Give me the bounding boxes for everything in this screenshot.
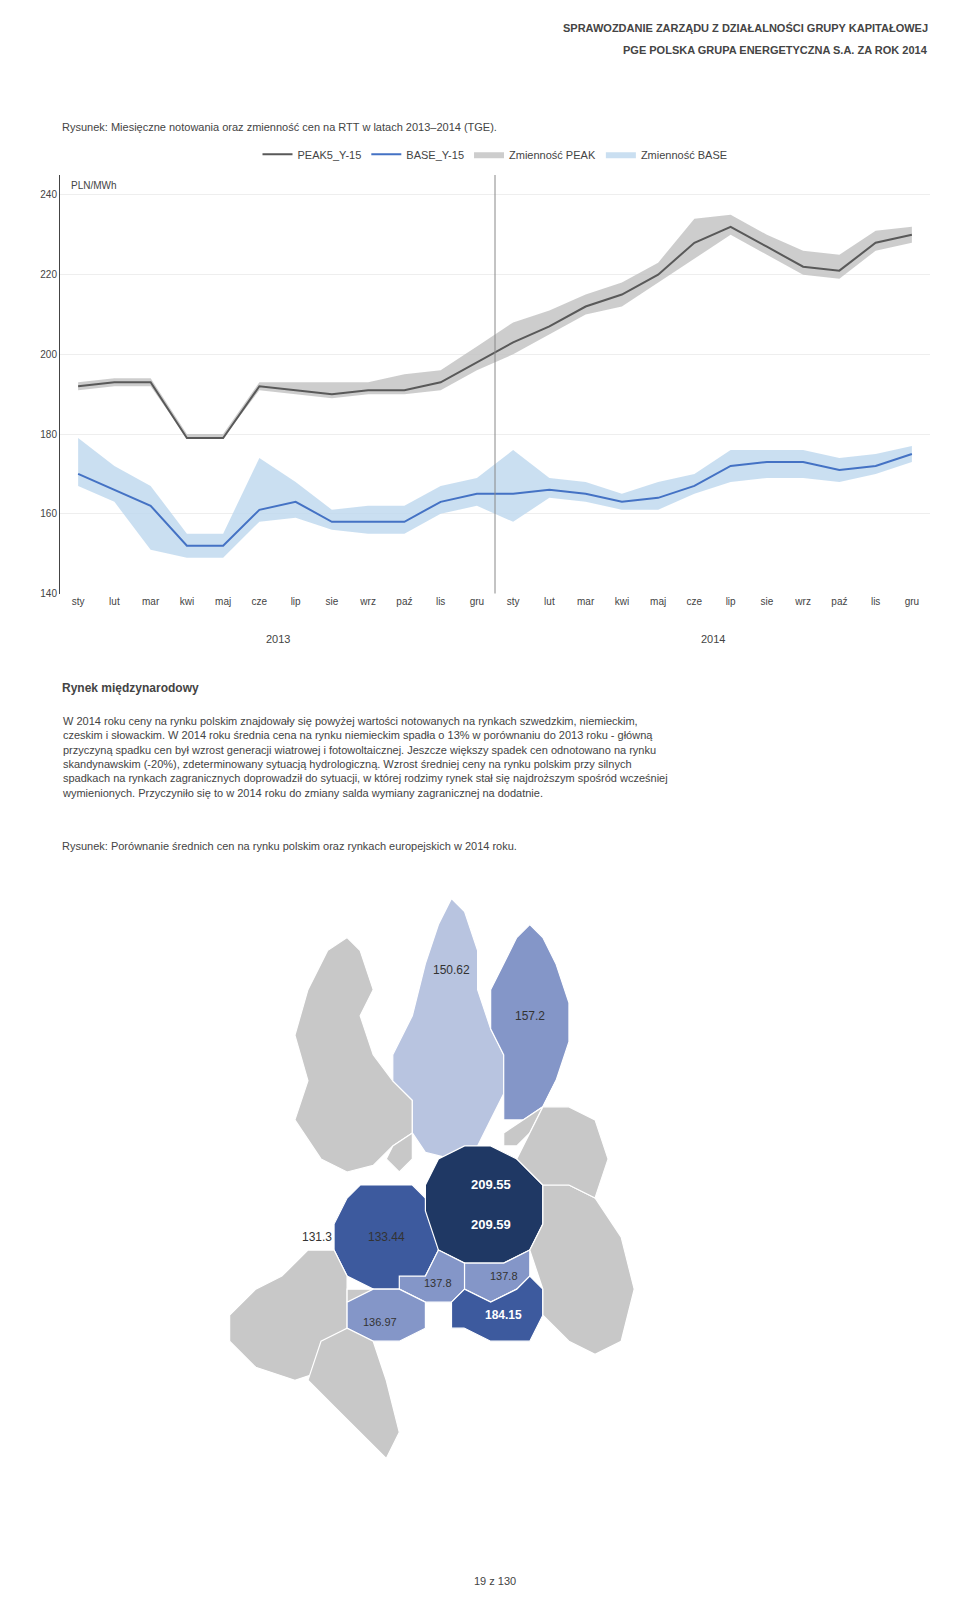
svg-text:lip: lip [291,596,301,607]
svg-text:BASE_Y-15: BASE_Y-15 [406,149,464,161]
svg-text:209.55: 209.55 [471,1177,511,1192]
svg-text:paź: paź [396,596,412,607]
svg-text:160: 160 [40,508,57,519]
svg-text:lip: lip [726,596,736,607]
svg-text:maj: maj [650,596,666,607]
svg-text:157.2: 157.2 [515,1009,545,1023]
svg-text:cze: cze [687,596,703,607]
svg-text:PEAK5_Y-15: PEAK5_Y-15 [298,149,362,161]
svg-text:200: 200 [40,349,57,360]
svg-text:sty: sty [72,596,85,607]
svg-text:lis: lis [871,596,880,607]
svg-text:150.62: 150.62 [433,963,470,977]
svg-text:gru: gru [905,596,919,607]
svg-text:sie: sie [325,596,338,607]
svg-text:Rynek międzynarodowy: Rynek międzynarodowy [62,681,199,695]
svg-text:lut: lut [544,596,555,607]
svg-text:cze: cze [252,596,268,607]
svg-text:133.44: 133.44 [368,1230,405,1244]
svg-text:180: 180 [40,429,57,440]
svg-text:mar: mar [142,596,160,607]
svg-text:137.8: 137.8 [424,1277,452,1289]
svg-text:PLN/MWh: PLN/MWh [71,180,117,191]
svg-text:Zmienność PEAK: Zmienność PEAK [509,149,596,161]
svg-text:wrz: wrz [794,596,811,607]
svg-text:wrz: wrz [359,596,376,607]
svg-text:sty: sty [507,596,520,607]
svg-text:PGE POLSKA GRUPA ENERGETYCZNA: PGE POLSKA GRUPA ENERGETYCZNA S.A. ZA RO… [623,44,928,56]
svg-text:SPRAWOZDANIE ZARZĄDU Z DZIAŁAL: SPRAWOZDANIE ZARZĄDU Z DZIAŁALNOŚCI GRUP… [563,22,928,34]
svg-text:paź: paź [831,596,847,607]
svg-text:lis: lis [436,596,445,607]
svg-text:Zmienność BASE: Zmienność BASE [641,149,727,161]
svg-text:131.3: 131.3 [302,1230,332,1244]
svg-text:209.59: 209.59 [471,1217,511,1232]
svg-text:136.97: 136.97 [363,1316,397,1328]
svg-text:19 z 130: 19 z 130 [474,1575,516,1587]
svg-text:2014: 2014 [701,633,725,645]
svg-text:137.8: 137.8 [490,1270,518,1282]
svg-text:kwi: kwi [180,596,194,607]
svg-text:gru: gru [470,596,484,607]
svg-text:mar: mar [577,596,595,607]
svg-text:kwi: kwi [615,596,629,607]
svg-text:240: 240 [40,189,57,200]
svg-text:220: 220 [40,269,57,280]
svg-text:Rysunek: Porównanie średnich c: Rysunek: Porównanie średnich cen na rynk… [62,840,517,852]
svg-text:Rysunek: Miesięczne notowania: Rysunek: Miesięczne notowania oraz zmien… [62,121,497,133]
svg-text:sie: sie [760,596,773,607]
svg-text:W 2014 roku ceny na rynku pols: W 2014 roku ceny na rynku polskim znajdo… [62,715,668,799]
svg-text:140: 140 [40,588,57,599]
svg-text:184.15: 184.15 [485,1308,522,1322]
svg-text:2013: 2013 [266,633,290,645]
svg-text:maj: maj [215,596,231,607]
svg-text:lut: lut [109,596,120,607]
